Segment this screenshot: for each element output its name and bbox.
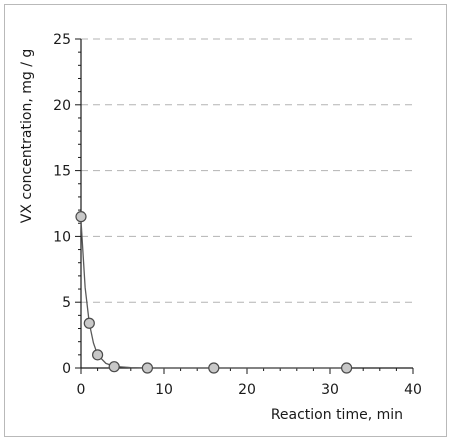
x-tick-label-10: 10 [155,382,173,398]
x-tick-label-40: 40 [404,382,422,398]
y-tick-label-20: 20 [53,98,71,114]
axes [75,38,414,374]
data-point-0-2 [91,349,104,361]
x-tick-label-0: 0 [77,382,86,398]
y-tick-label-10: 10 [53,229,71,245]
data-point-0-0 [75,211,87,223]
data-points [75,211,353,374]
data-point-0-6 [341,362,353,374]
y-axis-title: VX concentration, mg / g [19,49,35,224]
data-point-0-4 [141,362,153,374]
y-tick-label-25: 25 [53,32,71,48]
data-point-0-3 [108,361,120,373]
x-tick-label-20: 20 [238,382,256,398]
tick-labels: 0 5 10 15 20 25 0 10 20 30 40 [53,32,422,398]
data-point-0-1 [83,317,95,329]
fit-curve-layer [80,220,347,369]
x-tick-label-30: 30 [321,382,339,398]
y-tick-label-15: 15 [53,164,71,180]
data-point-0-5 [208,362,220,374]
fit-curve-line [80,220,347,369]
y-tick-label-0: 0 [62,361,71,377]
y-tick-label-5: 5 [62,295,71,311]
x-axis-title: Reaction time, min [271,407,403,423]
grid-lines [81,38,413,303]
